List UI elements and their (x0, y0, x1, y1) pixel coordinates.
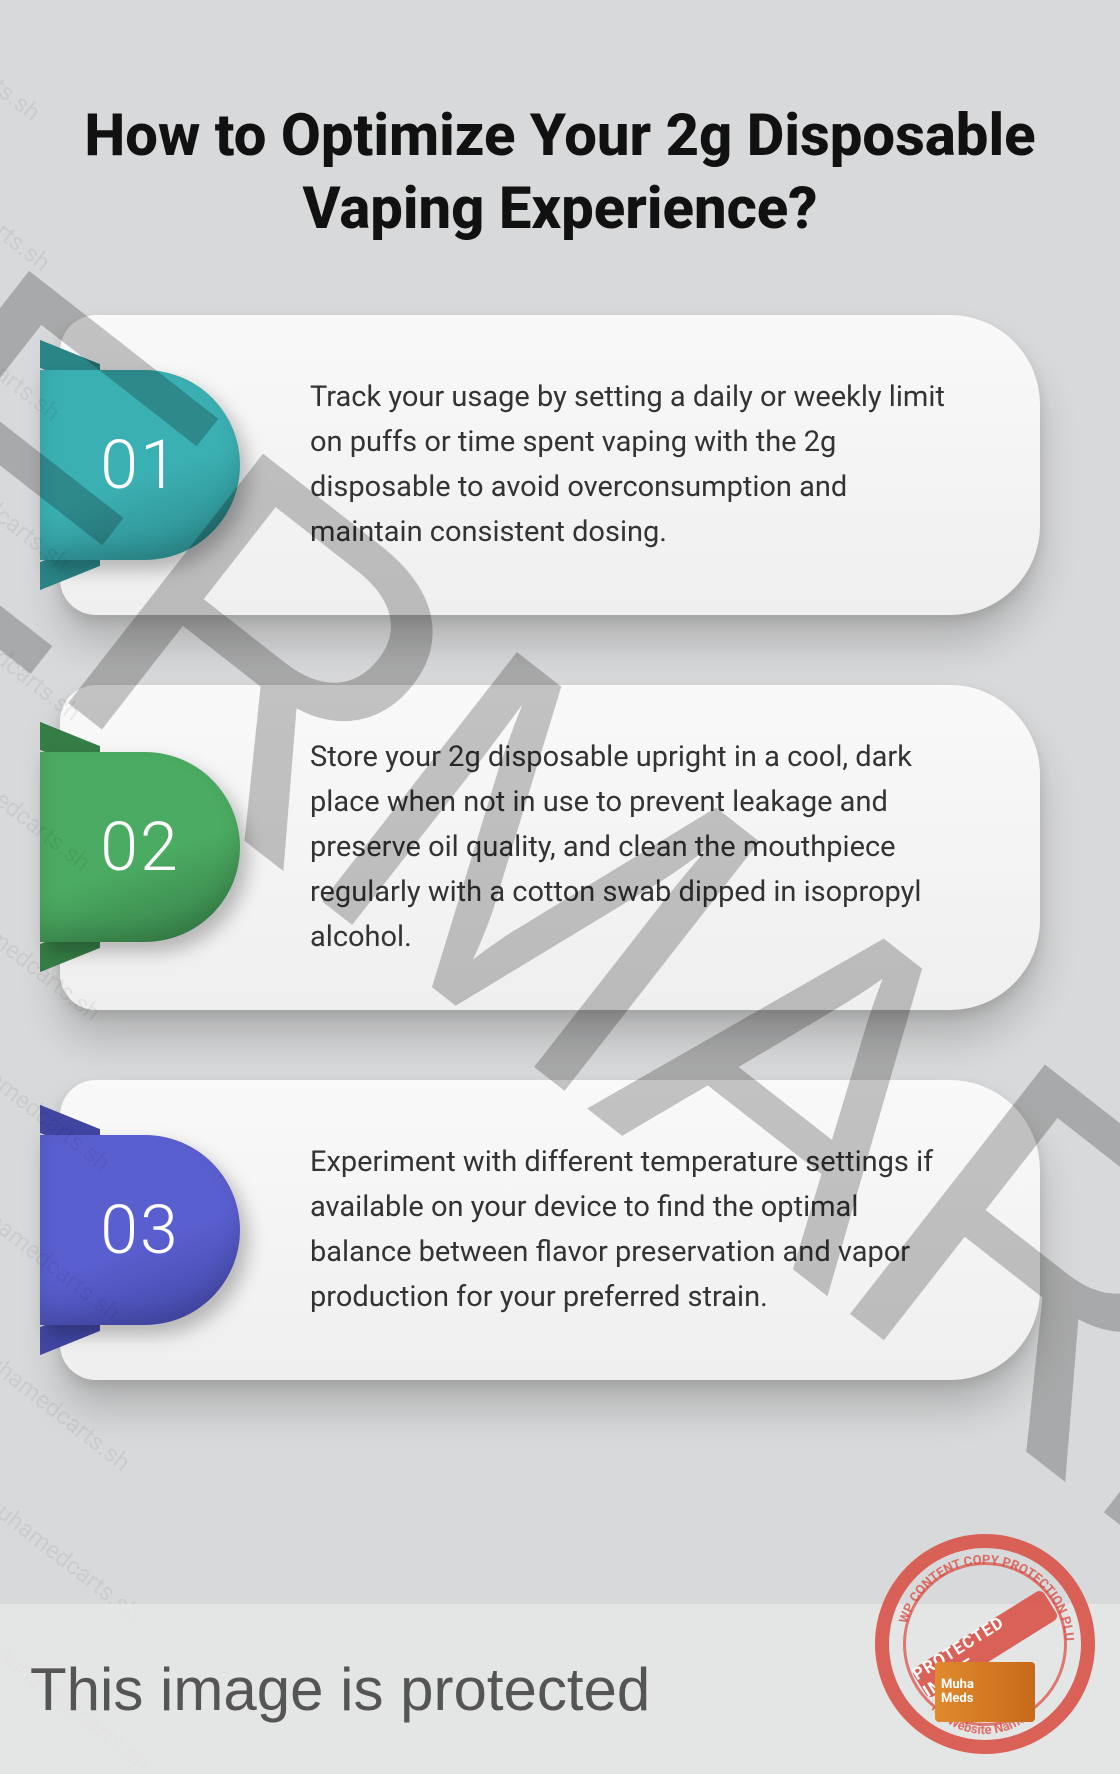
protected-stamp: WP CONTENT COPY PROTECTION PLUGIN My Web… (875, 1534, 1095, 1754)
badge-number: 03 (100, 1190, 179, 1270)
stamp-logo-line1: Muha (941, 1678, 974, 1692)
badge-body: 01 (40, 370, 240, 560)
badge-body: 02 (40, 752, 240, 942)
tip-badge: 02 (40, 752, 240, 942)
badge-body: 03 (40, 1135, 240, 1325)
cards-container: 01 Track your usage by setting a daily or… (0, 315, 1120, 1380)
tip-card: 01 Track your usage by setting a daily or… (60, 315, 1040, 615)
tip-text: Experiment with different temperature se… (310, 1140, 950, 1320)
tip-card: 02 Store your 2g disposable upright in a … (60, 685, 1040, 1010)
stamp-logo: Muha Meds (935, 1662, 1035, 1722)
tip-badge: 01 (40, 370, 240, 560)
tip-badge: 03 (40, 1135, 240, 1325)
tip-card: 03 Experiment with different temperature … (60, 1080, 1040, 1380)
tip-text: Track your usage by setting a daily or w… (310, 375, 950, 555)
protected-text: This image is protected (30, 1655, 650, 1724)
tip-text: Store your 2g disposable upright in a co… (310, 735, 950, 960)
stamp-logo-line2: Meds (941, 1692, 973, 1706)
page-title: How to Optimize Your 2g Disposable Vapin… (0, 0, 1120, 315)
badge-number: 01 (100, 425, 179, 505)
badge-number: 02 (100, 807, 179, 887)
